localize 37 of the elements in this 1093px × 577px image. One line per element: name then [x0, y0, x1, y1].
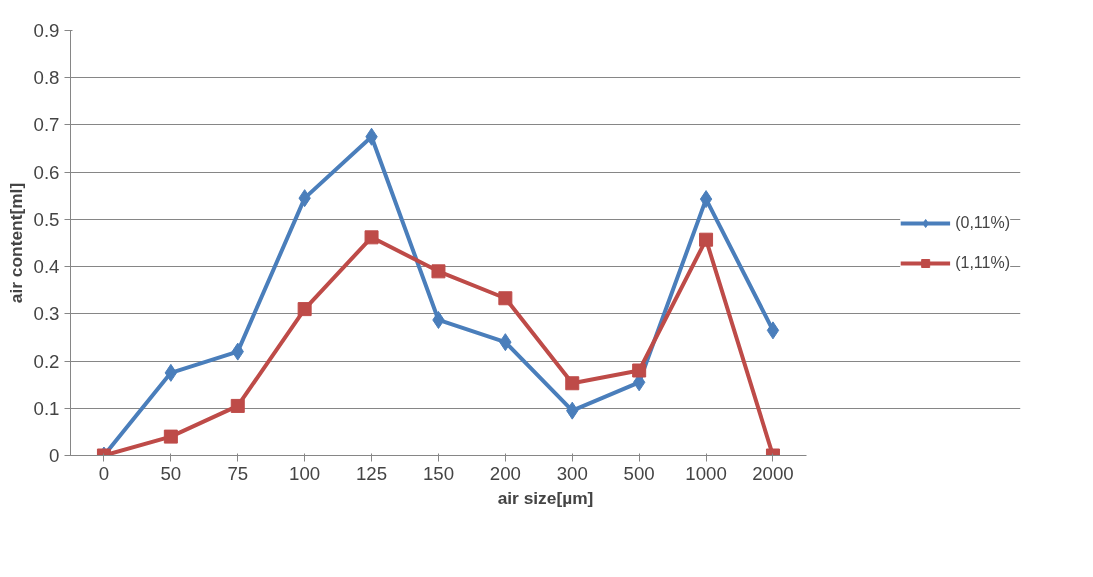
- x-tick-label: 0: [98, 462, 110, 484]
- y-tick-label: 0.2: [33, 350, 60, 372]
- point: [297, 302, 312, 317]
- x-tick-label: 500: [623, 462, 655, 484]
- x-tick-label: 2000: [752, 462, 794, 484]
- x-tick-label: 50: [160, 462, 182, 484]
- y-tick-label: 0.8: [33, 67, 60, 89]
- y-tick-label: 0.7: [33, 114, 60, 136]
- point: [164, 363, 178, 382]
- x-axis-title: air size[µm]: [497, 487, 594, 508]
- point: [431, 264, 446, 279]
- y-tick-label: 0.4: [33, 256, 60, 278]
- point: [766, 321, 780, 340]
- point: [699, 232, 714, 247]
- y-tick-label: 0.9: [33, 20, 60, 41]
- point: [230, 398, 245, 413]
- x-tick-label: 1000: [685, 462, 727, 484]
- point: [498, 291, 513, 306]
- y-tick-label: 0.5: [33, 208, 60, 230]
- x-tick-label: 75: [227, 462, 249, 484]
- point: [699, 190, 713, 209]
- point: [163, 429, 178, 444]
- y-tick-label: 0.3: [33, 303, 60, 325]
- point: [565, 376, 580, 391]
- y-tick-label: 0.1: [33, 397, 60, 419]
- legend-label: (1,11%): [955, 253, 1010, 272]
- y-axis-title: air content[ml]: [5, 182, 26, 304]
- y-tick-label: 0.6: [33, 161, 60, 183]
- point: [364, 230, 379, 245]
- x-tick-label: 100: [289, 462, 321, 484]
- x-tick-label: 200: [489, 462, 521, 484]
- x-tick-label: 150: [422, 462, 455, 484]
- point: [632, 363, 647, 378]
- legend-label: (0,11%): [955, 213, 1010, 232]
- y-tick-label: 0: [49, 445, 60, 466]
- x-tick-label: 125: [355, 462, 388, 484]
- x-tick-label: 300: [556, 462, 588, 484]
